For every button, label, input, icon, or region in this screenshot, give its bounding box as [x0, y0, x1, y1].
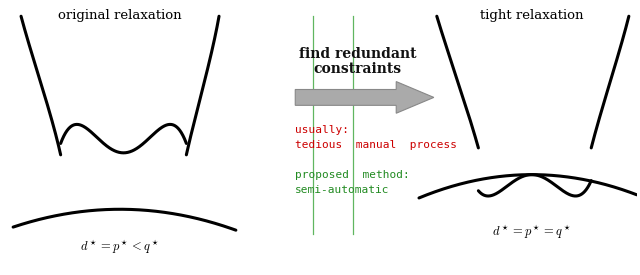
- Text: tedious  manual  process: tedious manual process: [295, 140, 457, 150]
- Text: constraints: constraints: [314, 62, 402, 76]
- Text: $d^\star = p^\star < q^\star$: $d^\star = p^\star < q^\star$: [81, 239, 159, 256]
- Text: semi-automatic: semi-automatic: [295, 185, 390, 194]
- Text: usually:: usually:: [295, 125, 349, 135]
- Text: tight relaxation: tight relaxation: [480, 9, 584, 22]
- Text: $d^\star = p^\star = q^\star$: $d^\star = p^\star = q^\star$: [492, 224, 572, 241]
- Text: original relaxation: original relaxation: [58, 9, 182, 22]
- Text: proposed  method:: proposed method:: [295, 170, 410, 180]
- Text: find redundant: find redundant: [299, 47, 417, 61]
- Polygon shape: [295, 82, 434, 113]
